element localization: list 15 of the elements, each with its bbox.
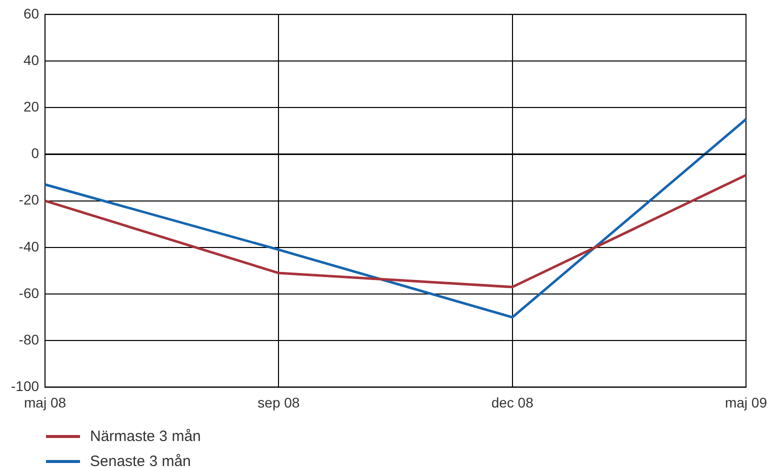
y-tick-label: 0 bbox=[31, 145, 40, 162]
y-tick-label: -40 bbox=[18, 238, 40, 254]
y-tick-label: -80 bbox=[18, 331, 40, 348]
legend-label: Senaste 3 mån bbox=[90, 453, 191, 468]
y-tick-label: 40 bbox=[23, 52, 40, 68]
y-tick-label: -100 bbox=[10, 378, 40, 394]
y-tick-label: -20 bbox=[18, 192, 40, 208]
y-tick-label: 60 bbox=[23, 5, 40, 22]
x-tick-label: sep 08 bbox=[258, 394, 300, 410]
x-tick-label: maj 09 bbox=[724, 394, 768, 410]
y-tick-label: -60 bbox=[18, 284, 40, 301]
x-tick-label: dec 08 bbox=[491, 394, 534, 410]
legend-label: Närmaste 3 mån bbox=[90, 428, 201, 445]
x-tick-label: maj 08 bbox=[24, 394, 66, 410]
y-tick-label: 20 bbox=[23, 98, 40, 114]
